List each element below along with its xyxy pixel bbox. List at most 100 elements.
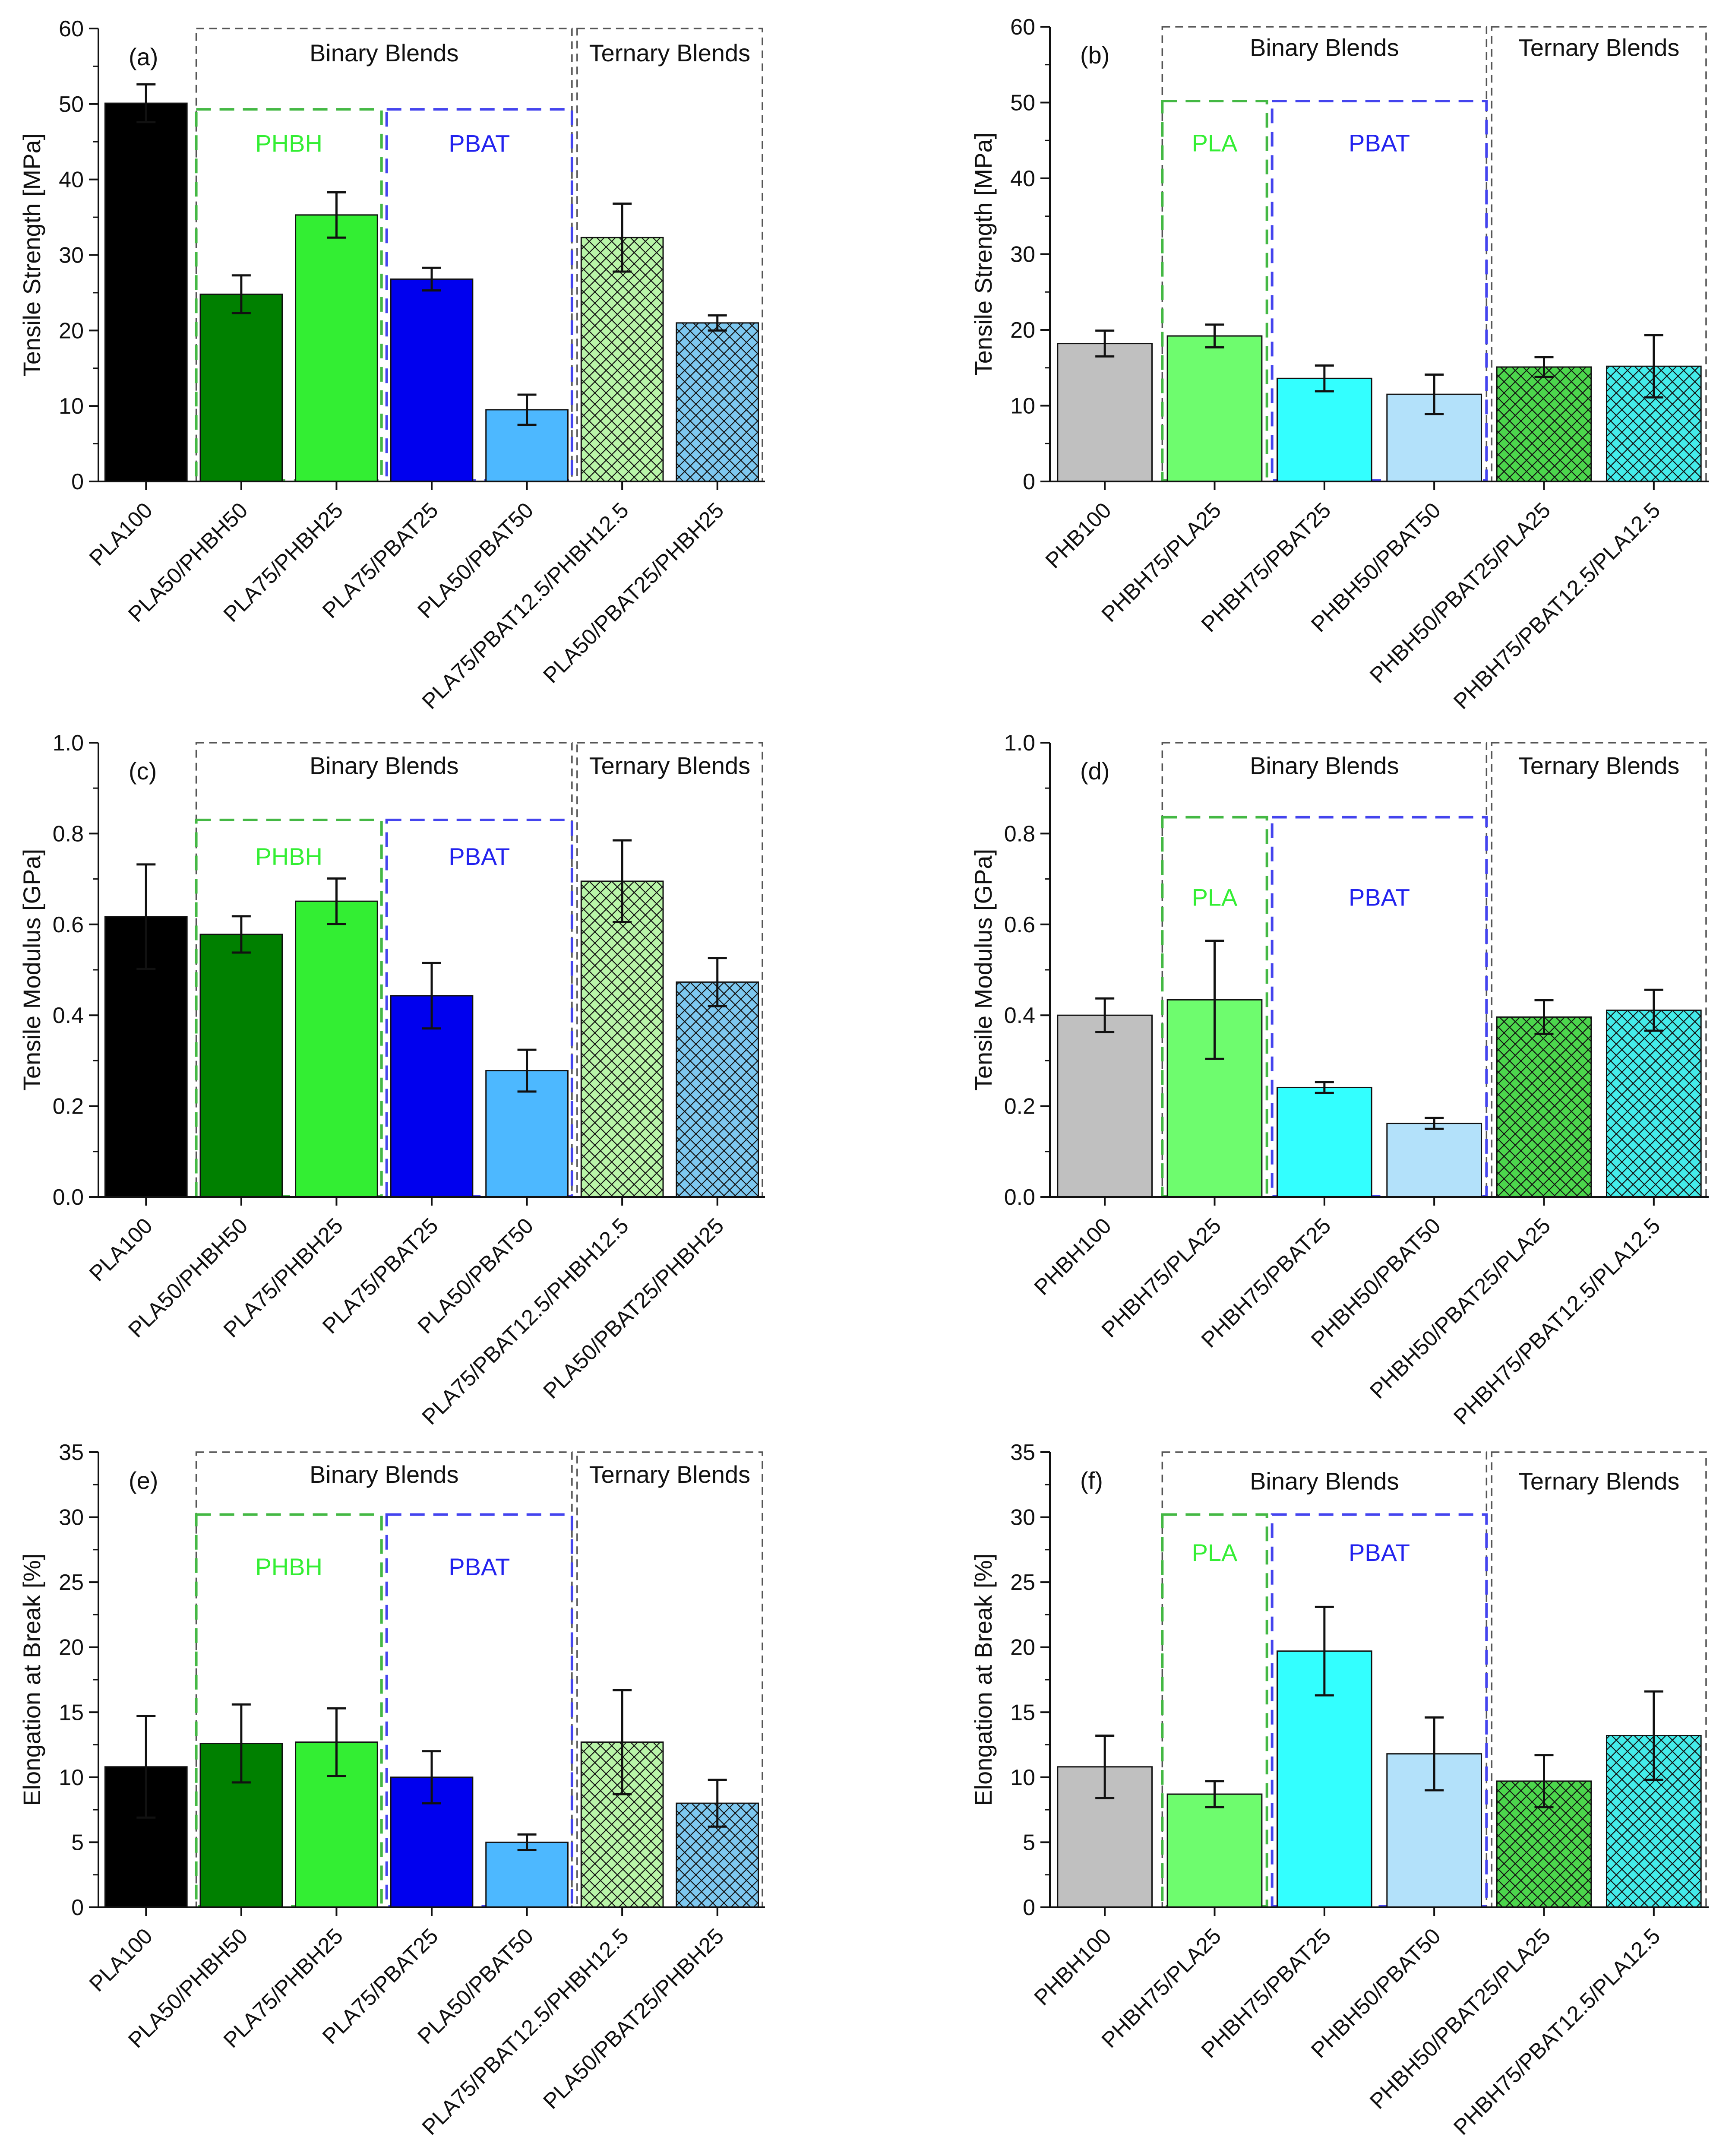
x-tick-label: PHBH75/PLA25 xyxy=(1097,1923,1226,2052)
y-axis-title: Tensile Strength [MPa] xyxy=(18,133,45,377)
bar xyxy=(1057,343,1153,482)
group-box xyxy=(1491,742,1707,1198)
panel-label: (a) xyxy=(129,43,158,70)
group-box xyxy=(1491,26,1707,482)
group-label: PHBH xyxy=(255,1553,322,1580)
panel-label: (d) xyxy=(1080,757,1109,785)
y-tick-label: 1.0 xyxy=(1004,731,1035,756)
group-label: PBAT xyxy=(449,843,510,870)
group-label: PBAT xyxy=(1349,884,1410,911)
y-tick-label: 10 xyxy=(1010,1765,1035,1790)
x-tick-label: PHB100 xyxy=(1040,497,1116,573)
panel-label: (c) xyxy=(129,757,157,785)
bar xyxy=(295,214,378,482)
chart-panel-a: Binary Blends Ternary Blends PHBH PBAT 0 10 20… xyxy=(18,16,765,714)
chart-panel-c: Binary Blends Ternary Blends PHBH PBAT 0.0 0.… xyxy=(18,731,765,1429)
y-tick-label: 0 xyxy=(1023,1895,1035,1920)
group-label: PLA xyxy=(1192,884,1238,911)
bar xyxy=(390,278,474,482)
bar xyxy=(1057,1014,1153,1198)
group-box xyxy=(195,1513,383,1908)
x-tick-label: PLA100 xyxy=(84,1213,157,1286)
bar xyxy=(1276,1650,1372,1908)
y-tick-label: 50 xyxy=(1010,91,1035,116)
x-tick-label: PHBH75/PBAT12.5/PLA12.5 xyxy=(1449,497,1665,714)
group-label: Binary Blends xyxy=(310,752,459,779)
bar xyxy=(104,102,188,482)
x-tick-label: PHBH50/PBAT25/PLA25 xyxy=(1365,1213,1555,1403)
y-tick-label: 60 xyxy=(59,16,84,41)
group-label: Ternary Blends xyxy=(589,1461,751,1488)
panel-label: (e) xyxy=(129,1467,158,1494)
panel-label: (b) xyxy=(1080,41,1109,69)
x-tick-label: PLA50/PBAT25/PHBH25 xyxy=(538,497,729,688)
group-label: Ternary Blends xyxy=(589,752,751,779)
y-tick-label: 15 xyxy=(59,1700,84,1725)
group-label: Ternary Blends xyxy=(1518,34,1680,61)
group-box xyxy=(1491,1451,1707,1908)
group-label: PBAT xyxy=(1349,1539,1410,1566)
bar xyxy=(199,293,283,482)
bar-hatch xyxy=(676,982,759,1197)
y-tick-label: 0 xyxy=(1023,469,1035,494)
x-tick-label: PHBH75/PBAT12.5/PLA12.5 xyxy=(1449,1213,1665,1429)
x-tick-label: PHBH75/PLA25 xyxy=(1097,497,1226,627)
y-tick-label: 40 xyxy=(1010,166,1035,191)
y-tick-label: 1.0 xyxy=(53,731,84,756)
bar xyxy=(1166,335,1263,482)
group-box xyxy=(1161,742,1488,1198)
y-tick-label: 0 xyxy=(71,1895,84,1920)
chart-panel-d: Binary Blends Ternary Blends PLA PBAT 0.0 0.2… xyxy=(970,731,1709,1429)
y-tick-label: 0.8 xyxy=(1004,821,1035,846)
chart-panel-b: Binary Blends Ternary Blends PLA PBAT 0 10 20 3… xyxy=(970,15,1709,714)
group-label: Binary Blends xyxy=(1250,752,1399,779)
y-tick-label: 20 xyxy=(1010,318,1035,343)
group-label: PBAT xyxy=(1349,130,1410,157)
x-tick-label: PLA75/PBAT12.5/PHBH12.5 xyxy=(417,497,633,714)
x-tick-label: PHBH50/PBAT25/PLA25 xyxy=(1365,1923,1555,2114)
x-tick-label: PLA75/PBAT12.5/PHBH12.5 xyxy=(417,1213,633,1429)
y-tick-label: 10 xyxy=(59,1765,84,1790)
x-tick-label: PHBH75/PLA25 xyxy=(1097,1213,1226,1342)
bar xyxy=(1386,1123,1482,1198)
y-tick-label: 30 xyxy=(59,1505,84,1530)
y-tick-label: 10 xyxy=(1010,394,1035,419)
y-tick-label: 0 xyxy=(71,469,84,494)
bar xyxy=(295,900,378,1198)
y-tick-label: 60 xyxy=(1010,15,1035,40)
panel-label: (f) xyxy=(1080,1467,1103,1494)
x-tick-label: PLA75/PBAT12.5/PHBH12.5 xyxy=(417,1923,633,2140)
group-label: Binary Blends xyxy=(310,39,459,66)
y-tick-label: 0.0 xyxy=(53,1185,84,1210)
y-axis-title: Tensile Modulus [GPa] xyxy=(18,849,45,1091)
y-tick-label: 0.4 xyxy=(1004,1003,1035,1028)
group-label: PBAT xyxy=(449,130,510,157)
x-tick-label: PLA100 xyxy=(84,497,157,570)
x-tick-label: PLA100 xyxy=(84,1923,157,1996)
bar xyxy=(1166,1793,1263,1908)
y-tick-label: 25 xyxy=(59,1570,84,1595)
y-tick-label: 50 xyxy=(59,92,84,117)
chart-panel-f: Binary Blends Ternary Blends PLA PBAT 0 5 10 15… xyxy=(970,1440,1709,2140)
group-label: PLA xyxy=(1192,1539,1238,1566)
y-axis-title: Tensile Strength [MPa] xyxy=(970,133,997,376)
y-tick-label: 0.0 xyxy=(1004,1185,1035,1210)
y-tick-label: 30 xyxy=(1010,1505,1035,1530)
bar-hatch xyxy=(581,881,663,1197)
y-tick-label: 30 xyxy=(1010,242,1035,267)
y-tick-label: 0.4 xyxy=(53,1003,84,1028)
x-tick-label: PHBH100 xyxy=(1029,1923,1116,2010)
y-tick-label: 5 xyxy=(71,1830,84,1855)
group-box xyxy=(385,1513,573,1908)
bar xyxy=(199,934,283,1198)
bar xyxy=(1276,1086,1372,1198)
group-label: Ternary Blends xyxy=(1518,1467,1680,1494)
y-tick-label: 25 xyxy=(1010,1570,1035,1595)
group-label: Binary Blends xyxy=(310,1461,459,1488)
group-box xyxy=(1161,26,1488,482)
group-box xyxy=(1161,816,1268,1197)
x-tick-label: PLA50/PBAT25/PHBH25 xyxy=(538,1923,729,2114)
bar-hatch xyxy=(676,323,759,481)
x-tick-label: PHBH75/PBAT12.5/PLA12.5 xyxy=(1449,1923,1665,2140)
group-label: PLA xyxy=(1192,130,1238,157)
